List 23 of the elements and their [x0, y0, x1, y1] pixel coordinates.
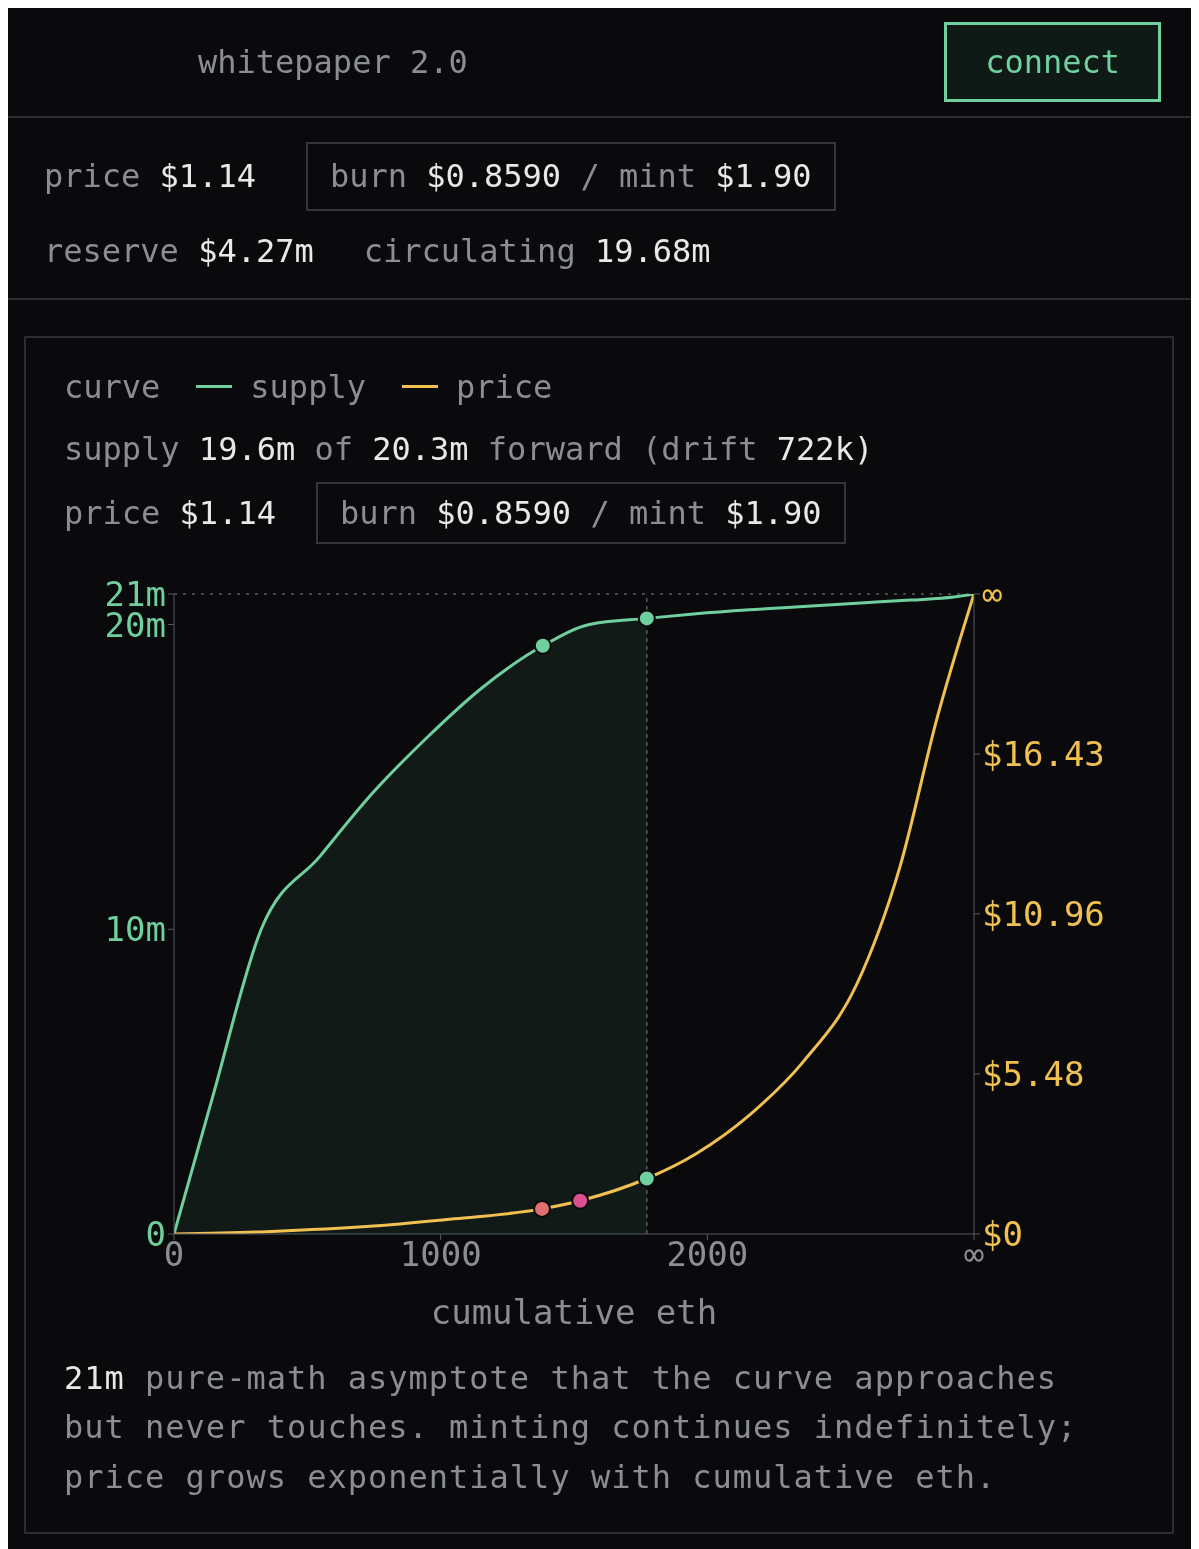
legend-label: price	[455, 367, 553, 406]
text: reserve $4.27m	[44, 231, 314, 270]
text: supply 19.6m of 20.3m forward (drift 722k)	[64, 429, 874, 468]
y2-tick-label: ∞	[982, 573, 1003, 614]
x-axis-title: cumulative eth	[430, 1291, 718, 1332]
text: price $1.14	[44, 157, 256, 195]
legend-title: curve	[64, 367, 161, 406]
chart-title: whitepaper 2.0	[198, 43, 468, 81]
legend-label: supply	[250, 367, 366, 406]
y2-tick-label: $5.48	[982, 1053, 1085, 1094]
text: circulating 19.68m	[363, 231, 711, 270]
x-tick-label: ∞	[963, 1233, 985, 1274]
y-tick-label: 10m	[104, 908, 166, 949]
y2-tick-label: $16.43	[982, 733, 1105, 774]
text: burn $0.8590 / mint $1.90	[329, 157, 812, 195]
text: 21m pure-math asymptote that the curve approaches but never touches. minting continues indefinitely; price grows exponentially with cumulative eth.	[64, 1358, 1078, 1496]
text: price $1.14	[64, 493, 276, 532]
y2-tick-label: $0	[982, 1213, 1023, 1254]
text: connect	[944, 22, 1161, 102]
text: burn $0.8590 / mint $1.90	[339, 493, 822, 532]
y2-tick-label: $10.96	[982, 893, 1105, 934]
x-tick-label: 1000	[399, 1233, 482, 1274]
x-tick-label: 2000	[666, 1233, 749, 1274]
